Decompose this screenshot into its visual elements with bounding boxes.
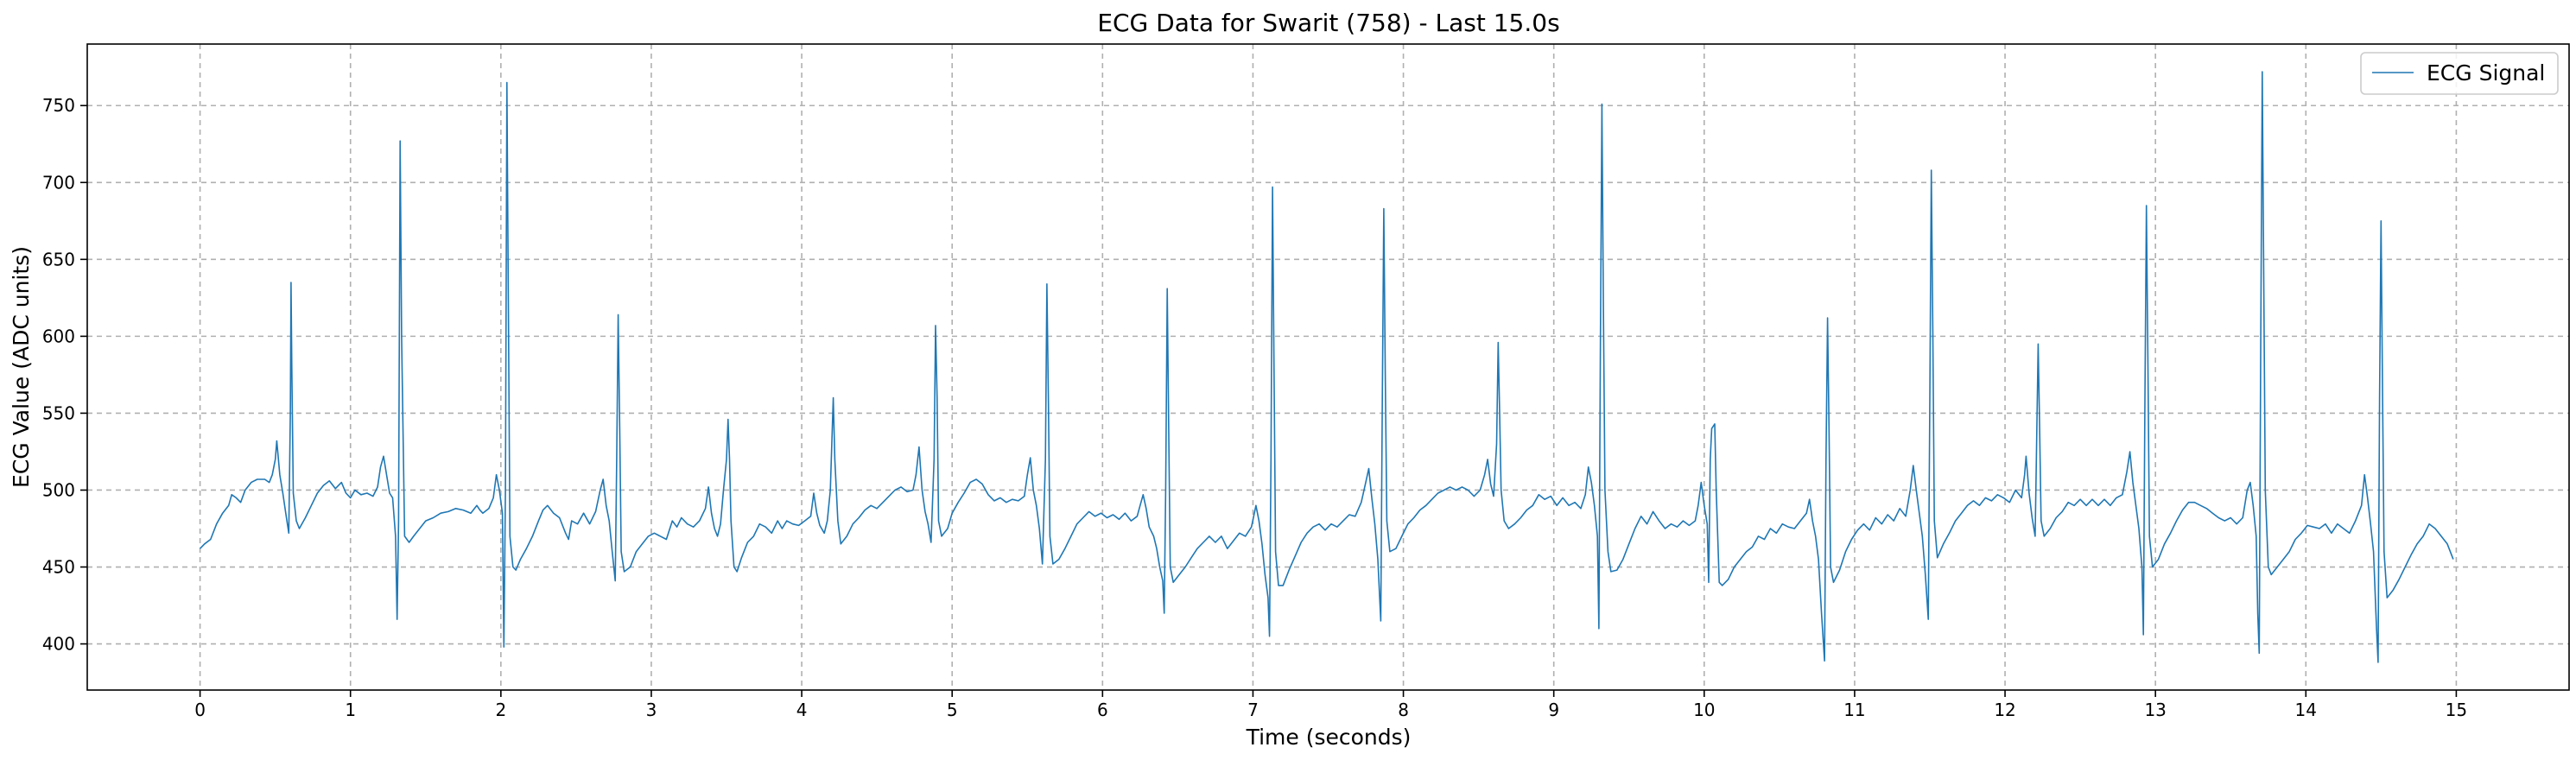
y-tick-label: 700: [42, 172, 75, 193]
y-axis-label: ECG Value (ADC units): [9, 246, 34, 488]
y-tick-label: 400: [42, 634, 75, 655]
x-tick-label: 9: [1548, 700, 1559, 720]
legend: ECG Signal: [2360, 52, 2559, 95]
x-tick-label: 5: [947, 700, 958, 720]
x-tick-label: 7: [1247, 700, 1259, 720]
axes-frame: [86, 43, 2570, 691]
chart-title: ECG Data for Swarit (758) - Last 15.0s: [1097, 9, 1559, 37]
x-tick-label: 13: [2144, 700, 2166, 720]
x-axis-ticks: 0 1 2 3 4 5 6 7 8 9 10 11 12 13 14 15: [194, 690, 2467, 720]
y-tick-label: 600: [42, 326, 75, 346]
y-tick-label: 500: [42, 479, 75, 500]
x-tick-label: 3: [646, 700, 657, 720]
x-tick-label: 12: [1994, 700, 2015, 720]
y-axis-ticks: 400 450 500 550 600 650 700 750: [42, 95, 87, 655]
x-tick-label: 11: [1843, 700, 1865, 720]
x-axis-label: Time (seconds): [1246, 725, 1412, 750]
x-tick-label: 2: [495, 700, 506, 720]
x-tick-label: 4: [796, 700, 808, 720]
x-tick-label: 6: [1097, 700, 1108, 720]
x-tick-label: 15: [2446, 700, 2467, 720]
y-tick-label: 550: [42, 402, 75, 423]
y-tick-label: 650: [42, 249, 75, 269]
x-tick-label: 0: [194, 700, 206, 720]
grid-lines: [87, 44, 2569, 690]
legend-box: [2360, 52, 2559, 95]
y-tick-label: 450: [42, 557, 75, 578]
plot-area: [200, 71, 2454, 663]
series-line-ecg-signal: [200, 71, 2454, 663]
x-tick-label: 8: [1398, 700, 1409, 720]
x-tick-label: 1: [345, 700, 356, 720]
y-tick-label: 750: [42, 95, 75, 116]
x-tick-label: 10: [1693, 700, 1715, 720]
legend-label-ecg-signal: ECG Signal: [2427, 60, 2545, 86]
x-tick-label: 14: [2295, 700, 2317, 720]
